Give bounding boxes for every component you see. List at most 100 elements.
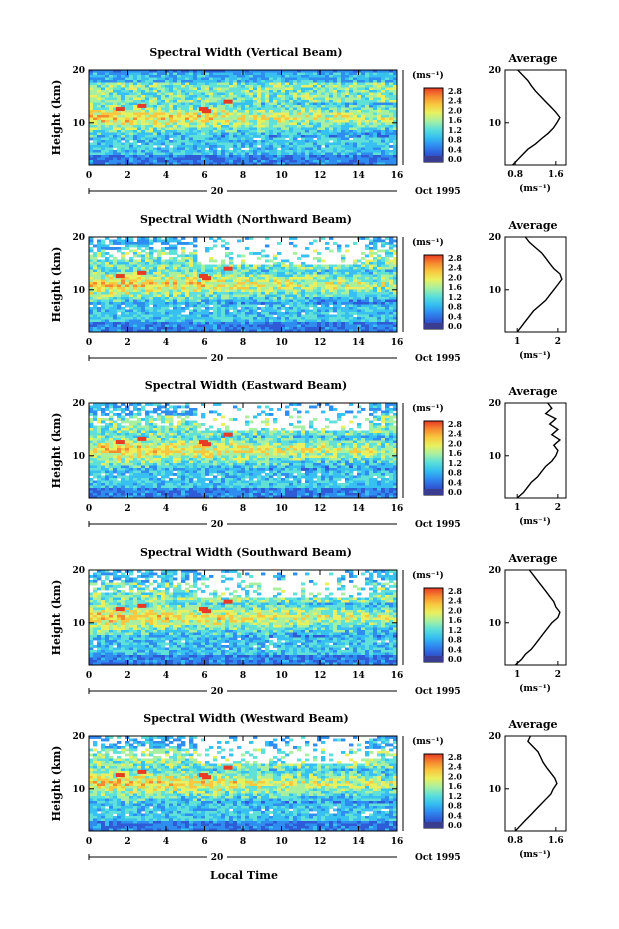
heatmap-cell	[389, 112, 394, 116]
heatmap-cell	[197, 292, 202, 295]
heatmap-cell	[185, 80, 190, 83]
heatmap-cell	[321, 269, 326, 273]
heatmap-cell	[201, 137, 206, 141]
heatmap-cell	[233, 269, 238, 273]
heatmap-cell	[333, 110, 338, 113]
heatmap-cell	[141, 122, 146, 126]
heatmap-cell	[381, 150, 386, 153]
heatmap-cell	[305, 135, 310, 138]
heatmap-cell	[229, 120, 234, 123]
heatmap-cell	[101, 259, 106, 263]
heatmap-cell	[305, 87, 310, 91]
heatmap-cell	[205, 247, 210, 250]
heatmap-cell	[349, 147, 354, 151]
heatmap-cell	[369, 294, 374, 298]
heatmap-cell	[169, 110, 174, 113]
heatmap-cell	[189, 120, 194, 123]
heatmap-cell	[141, 254, 146, 258]
heatmap-cell	[353, 80, 358, 83]
heatmap-cell	[229, 314, 234, 318]
heatmap-cell	[213, 122, 218, 126]
heatmap-cell	[325, 105, 330, 108]
heatmap-cell	[253, 117, 258, 121]
heatmap-cell	[349, 95, 354, 98]
heatmap-cell	[121, 97, 126, 101]
heatmap-cell	[289, 82, 294, 86]
heatmap-cell	[289, 279, 294, 283]
heatmap-cell	[109, 302, 114, 305]
heatmap-cell	[325, 110, 330, 113]
heatmap-cell	[381, 137, 386, 141]
heatmap-cell	[137, 97, 142, 101]
heatmap-cell	[209, 247, 214, 250]
heatmap-cell	[265, 279, 270, 283]
heatmap-cell	[197, 145, 202, 148]
heatmap-cell	[241, 112, 246, 116]
heatmap-cell	[89, 102, 94, 106]
heatmap-cell	[129, 92, 134, 96]
heatmap-cell	[225, 117, 230, 121]
heatmap-cell	[161, 157, 166, 161]
heatmap-cell	[377, 117, 382, 121]
heatmap-cell	[173, 72, 178, 76]
heatmap-cell	[313, 110, 318, 113]
heatmap-cell	[233, 274, 238, 278]
heatmap-cell	[229, 252, 234, 255]
heatmap-cell	[229, 90, 234, 93]
heatmap-cell	[293, 102, 298, 106]
heatmap-cell	[301, 82, 306, 86]
heatmap-cell	[209, 115, 214, 118]
heatmap-cell	[333, 292, 338, 295]
heatmap-cell	[365, 70, 370, 73]
heatmap-cell	[185, 264, 190, 268]
heatmap-cell	[113, 247, 118, 250]
heatmap-cell	[385, 312, 390, 315]
heatmap-cell	[245, 85, 250, 88]
heatmap-cell	[181, 264, 186, 268]
heatmap-cell	[181, 162, 186, 166]
heatmap-cell	[325, 142, 330, 146]
heatmap-cell	[189, 75, 194, 78]
heatmap-cell	[349, 102, 354, 106]
heatmap-cell	[157, 127, 162, 131]
heatmap-cell	[305, 152, 310, 156]
heatmap-cell	[245, 100, 250, 103]
heatmap-cell	[245, 87, 250, 91]
heatmap-cell	[113, 289, 118, 293]
heatmap-cell	[245, 115, 250, 118]
heatmap-cell	[309, 95, 314, 98]
heatmap-cell	[357, 135, 362, 138]
heatmap-cell	[97, 150, 102, 153]
heatmap-cell	[105, 237, 110, 240]
heatmap-cell	[385, 97, 390, 101]
heatmap-cell	[153, 269, 158, 273]
heatmap-cell	[121, 122, 126, 126]
heatmap-cell	[113, 120, 118, 123]
heatmap-cell	[129, 137, 134, 141]
heatmap-cell	[293, 289, 298, 293]
heatmap-cell	[181, 70, 186, 73]
heatmap-cell	[133, 252, 138, 255]
heatmap-cell	[281, 135, 286, 138]
heatmap-cell	[97, 264, 102, 268]
heatmap-cell	[225, 90, 230, 93]
heatmap-cell	[377, 287, 382, 290]
heatmap-cell	[217, 130, 222, 133]
heatmap-cell	[393, 314, 398, 318]
heatmap-cell	[341, 282, 346, 285]
heatmap-cell	[269, 97, 274, 101]
heatmap-cell	[345, 162, 350, 166]
heatmap-cell	[337, 145, 342, 148]
heatmap-cell	[137, 287, 142, 290]
heatmap-cell	[109, 137, 114, 141]
heatmap-cell	[117, 90, 122, 93]
heatmap-cell	[169, 75, 174, 78]
heatmap-cell	[353, 107, 358, 111]
heatmap-cell	[129, 107, 134, 111]
heatmap-cell	[189, 294, 194, 298]
heatmap-cell	[125, 97, 130, 101]
heatmap-cell	[273, 92, 278, 96]
heatmap-cell	[205, 297, 210, 300]
heatmap-cell	[349, 292, 354, 295]
heatmap-cell	[177, 97, 182, 101]
